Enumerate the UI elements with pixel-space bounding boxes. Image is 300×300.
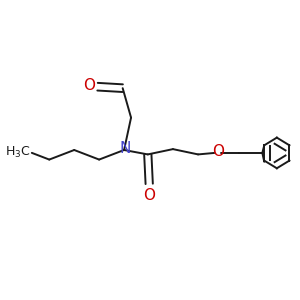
Text: O: O — [83, 78, 95, 93]
Text: O: O — [212, 144, 224, 159]
Text: N: N — [120, 141, 131, 156]
Text: O: O — [143, 188, 155, 203]
Text: H$_3$C: H$_3$C — [5, 145, 30, 160]
